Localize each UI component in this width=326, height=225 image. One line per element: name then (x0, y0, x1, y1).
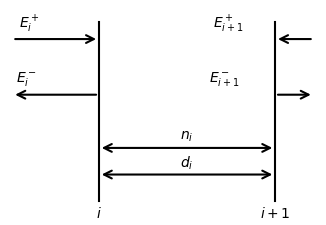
Text: $E_{i+1}^-$: $E_{i+1}^-$ (210, 70, 240, 88)
Text: $E_{i+1}^+$: $E_{i+1}^+$ (213, 14, 243, 35)
Text: $E_i^+$: $E_i^+$ (19, 14, 39, 35)
Text: $i$: $i$ (96, 206, 102, 221)
Text: $d_i$: $d_i$ (180, 155, 194, 172)
Text: $n_i$: $n_i$ (180, 130, 194, 144)
Text: $i+1$: $i+1$ (260, 206, 290, 221)
Text: $E_i^-$: $E_i^-$ (16, 70, 36, 88)
